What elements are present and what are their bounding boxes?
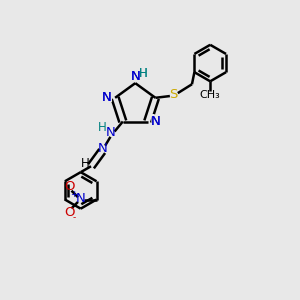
Text: O: O [64, 206, 74, 219]
Text: H: H [139, 67, 148, 80]
Text: N: N [76, 192, 85, 205]
Text: N: N [130, 70, 140, 83]
Text: CH₃: CH₃ [200, 90, 220, 100]
Text: O: O [64, 180, 74, 194]
Text: +: + [70, 190, 78, 199]
Text: S: S [169, 88, 178, 101]
Text: N: N [102, 91, 112, 104]
Text: N: N [97, 142, 107, 154]
Text: N: N [106, 126, 115, 139]
Text: H: H [98, 121, 106, 134]
Text: -: - [73, 213, 76, 222]
Text: N: N [151, 115, 161, 128]
Text: N: N [102, 91, 112, 104]
Text: N: N [129, 69, 142, 84]
Text: H: H [139, 67, 148, 80]
Text: N: N [130, 70, 140, 83]
Text: N: N [151, 115, 161, 128]
Text: H: H [81, 157, 90, 170]
Text: N: N [150, 114, 162, 129]
Text: N: N [101, 90, 113, 105]
